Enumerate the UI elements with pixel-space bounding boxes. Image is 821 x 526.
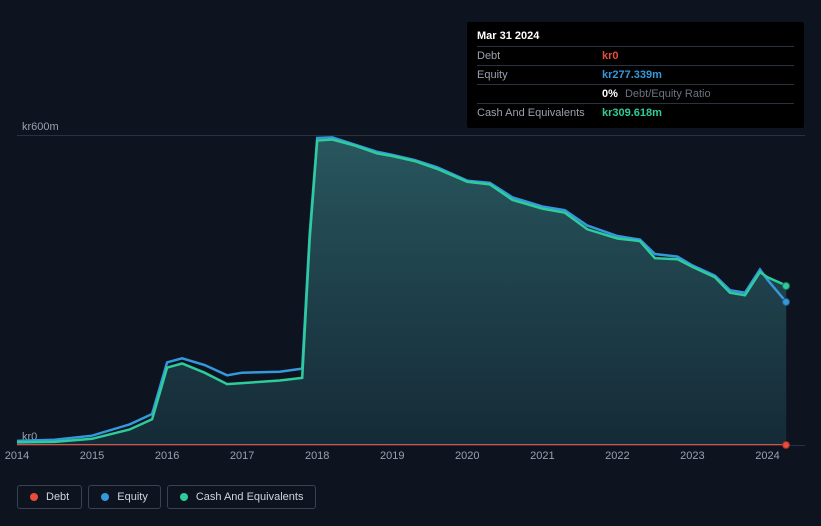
x-axis-label: 2019 <box>380 450 404 462</box>
x-axis-label: 2014 <box>5 450 29 462</box>
legend-item-equity[interactable]: Equity <box>88 485 161 509</box>
series-end-marker <box>782 441 790 449</box>
legend-label: Debt <box>46 491 69 503</box>
series-end-marker <box>782 282 790 290</box>
legend-dot-icon <box>180 493 188 501</box>
tooltip-row: Debtkr0 <box>477 47 794 66</box>
x-axis-label: 2016 <box>155 450 179 462</box>
gridline <box>17 445 805 446</box>
tooltip-row: Equitykr277.339m <box>477 66 794 85</box>
legend-dot-icon <box>101 493 109 501</box>
x-axis-label: 2022 <box>605 450 629 462</box>
tooltip-value: kr309.618m <box>602 107 662 119</box>
x-axis-label: 2015 <box>80 450 104 462</box>
x-axis-label: 2023 <box>680 450 704 462</box>
x-axis-label: 2024 <box>755 450 779 462</box>
legend-dot-icon <box>30 493 38 501</box>
tooltip-date: Mar 31 2024 <box>477 28 794 47</box>
tooltip-label <box>477 88 602 100</box>
x-axis-label: 2018 <box>305 450 329 462</box>
x-axis-label: 2021 <box>530 450 554 462</box>
tooltip-value: 0% Debt/Equity Ratio <box>602 88 711 100</box>
series-end-marker <box>782 298 790 306</box>
tooltip-row: Cash And Equivalentskr309.618m <box>477 104 794 122</box>
chart-tooltip: Mar 31 2024 Debtkr0Equitykr277.339m0% De… <box>467 22 804 128</box>
tooltip-label: Debt <box>477 50 602 62</box>
tooltip-value: kr0 <box>602 50 619 62</box>
tooltip-label: Cash And Equivalents <box>477 107 602 119</box>
x-axis-label: 2017 <box>230 450 254 462</box>
x-axis-label: 2020 <box>455 450 479 462</box>
debt-equity-chart <box>17 125 805 445</box>
legend-item-debt[interactable]: Debt <box>17 485 82 509</box>
chart-legend: Debt Equity Cash And Equivalents <box>17 485 316 509</box>
tooltip-row: 0% Debt/Equity Ratio <box>477 85 794 104</box>
legend-item-cash-and-equivalents[interactable]: Cash And Equivalents <box>167 485 317 509</box>
legend-label: Equity <box>117 491 148 503</box>
tooltip-value: kr277.339m <box>602 69 662 81</box>
legend-label: Cash And Equivalents <box>196 491 304 503</box>
tooltip-label: Equity <box>477 69 602 81</box>
